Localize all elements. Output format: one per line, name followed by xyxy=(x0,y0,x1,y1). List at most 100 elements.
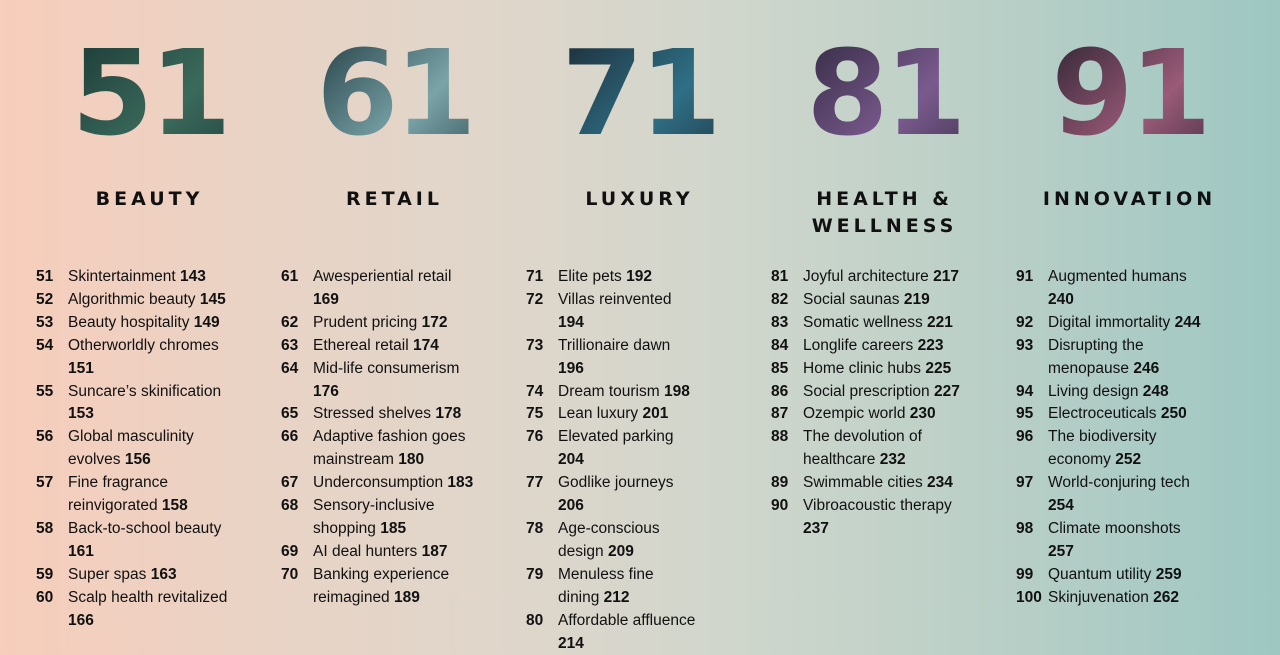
item-title: Skinjuvenation 262 xyxy=(1048,587,1208,610)
item-title-text: Home clinic hubs xyxy=(803,359,922,377)
item-title: World-conjuring tech 254 xyxy=(1048,472,1208,518)
item-title: Longlife careers 223 xyxy=(803,335,973,358)
item-number: 51 xyxy=(36,268,54,285)
item-title-text: Elite pets xyxy=(558,268,622,285)
list-item: 84 Longlife careers 223 xyxy=(771,335,1011,358)
item-page: 151 xyxy=(68,359,94,377)
item-title: Global masculinity evolves 156 xyxy=(68,426,233,472)
item-page: 189 xyxy=(389,588,420,606)
list-item: 53 Beauty hospitality 149 xyxy=(36,312,276,335)
list-item: 75 Lean luxury 201 xyxy=(526,403,766,426)
list-item: 55 Suncare’s skinification 153 xyxy=(36,381,276,427)
item-page: 166 xyxy=(68,611,94,629)
list-item: 67 Underconsumption 183 xyxy=(281,472,521,495)
item-title: Sensory-inclusive shopping 185 xyxy=(313,495,478,541)
item-title: Otherworldly chromes 151 xyxy=(68,335,233,381)
item-number: 87 xyxy=(771,405,789,423)
item-title: Somatic wellness 221 xyxy=(803,312,973,335)
item-number: 79 xyxy=(526,565,544,583)
list-item: 59 Super spas 163 xyxy=(36,564,276,587)
item-title: Home clinic hubs 225 xyxy=(803,358,973,381)
item-page: 196 xyxy=(558,359,584,377)
list-item: 90 Vibroacoustic therapy 237 xyxy=(771,495,1011,541)
item-title-text: The devolution of healthcare xyxy=(803,428,922,469)
item-title: Elevated parking 204 xyxy=(558,426,698,472)
item-page: 180 xyxy=(393,451,425,469)
item-title: The biodiversity economy 252 xyxy=(1048,426,1208,472)
list-item: 51 Skintertainment 143 xyxy=(36,266,276,289)
list-item: 66 Adaptive fashion goes mainstream 180 xyxy=(281,426,521,472)
item-number: 68 xyxy=(281,497,299,515)
item-number: 92 xyxy=(1016,313,1034,331)
item-title-text: Godlike journeys xyxy=(558,474,674,492)
item-title-text: Adaptive fashion goes mainstream xyxy=(313,428,466,469)
list-item: 72 Villas reinvented 194 xyxy=(526,289,766,335)
section-retail: 61 RETAIL xyxy=(272,0,517,597)
item-number: 65 xyxy=(281,405,299,423)
item-page: 149 xyxy=(189,313,220,331)
item-title: Swimmable cities 234 xyxy=(803,472,973,495)
item-page: 156 xyxy=(120,451,151,469)
item-number: 97 xyxy=(1016,474,1034,492)
item-title-text: Social saunas xyxy=(803,290,900,308)
item-title: Prudent pricing 172 xyxy=(313,312,478,335)
item-page: 214 xyxy=(558,634,584,652)
list-item: 54 Otherworldly chromes 151 xyxy=(36,335,276,381)
item-number: 93 xyxy=(1016,336,1034,354)
item-page: 169 xyxy=(313,290,339,308)
list-item: 95 Electroceuticals 250 xyxy=(1016,403,1256,426)
list-item: 97 World-conjuring tech 254 xyxy=(1016,472,1256,518)
item-title-text: Somatic wellness xyxy=(803,313,923,331)
list-item: 57 Fine fragrance reinvigorated 158 xyxy=(36,472,276,518)
list-item: 99 Quantum utility 259 xyxy=(1016,564,1256,587)
list-item: 86 Social prescription 227 xyxy=(771,381,1011,404)
item-number: 60 xyxy=(36,588,54,606)
item-number: 69 xyxy=(281,542,299,560)
item-title-text: Lean luxury xyxy=(558,405,639,423)
item-title: Elite pets 192 xyxy=(558,266,698,289)
item-title-text: Digital immortality xyxy=(1048,313,1171,331)
section-luxury: 71 LUXURY xyxy=(517,0,762,597)
item-title: Trillionaire dawn 196 xyxy=(558,335,698,381)
item-page: 185 xyxy=(375,519,407,537)
list-item: 64 Mid-life consumerism 176 xyxy=(281,358,521,404)
item-page: 153 xyxy=(68,405,94,423)
item-number: 83 xyxy=(771,313,789,331)
item-number: 89 xyxy=(771,474,789,492)
item-title-text: Longlife careers xyxy=(803,336,914,354)
section-beauty: 51 BEAUTY xyxy=(27,0,272,597)
item-page: 178 xyxy=(431,405,462,423)
list-item: 71 Elite pets 192 xyxy=(526,266,766,289)
item-title-text: Super spas xyxy=(68,565,147,583)
item-page: 254 xyxy=(1048,497,1074,515)
item-title-text: Trillionaire dawn xyxy=(558,336,671,354)
item-number: 52 xyxy=(36,290,54,308)
item-title: Scalp health revitalized 166 xyxy=(68,587,233,633)
item-title: Suncare’s skinification 153 xyxy=(68,381,233,427)
list-item: 94 Living design 248 xyxy=(1016,381,1256,404)
item-number: 76 xyxy=(526,428,544,446)
list-item: 69 AI deal hunters 187 xyxy=(281,541,521,564)
list-item: 98 Climate moonshots 257 xyxy=(1016,518,1256,564)
list-item: 79 Menuless fine dining 212 xyxy=(526,564,766,610)
item-title-text: Ozempic world xyxy=(803,405,906,423)
item-title: Age-conscious design 209 xyxy=(558,518,698,564)
item-title-text: Beauty hospitality xyxy=(68,313,190,331)
item-title-text: Prudent pricing xyxy=(313,313,418,331)
item-page: 163 xyxy=(146,565,177,583)
item-page: 225 xyxy=(921,359,952,377)
topic-list-beauty: 51 Skintertainment 143 52 Algorithmic beaut… xyxy=(36,266,276,633)
section-heading: INNOVATION xyxy=(1042,188,1217,210)
item-title: Electroceuticals 250 xyxy=(1048,403,1208,426)
item-number: 73 xyxy=(526,336,544,354)
item-title: Dream tourism 198 xyxy=(558,381,698,404)
item-title: Fine fragrance reinvigorated 158 xyxy=(68,472,233,518)
item-page: 237 xyxy=(803,519,829,537)
item-page: 232 xyxy=(875,451,906,469)
list-item: 63 Ethereal retail 174 xyxy=(281,335,521,358)
list-item: 56 Global masculinity evolves 156 xyxy=(36,426,276,472)
item-number: 85 xyxy=(771,359,789,377)
item-number: 67 xyxy=(281,474,299,492)
item-page: 262 xyxy=(1148,588,1179,606)
list-item: 93 Disrupting the menopause 246 xyxy=(1016,335,1256,381)
